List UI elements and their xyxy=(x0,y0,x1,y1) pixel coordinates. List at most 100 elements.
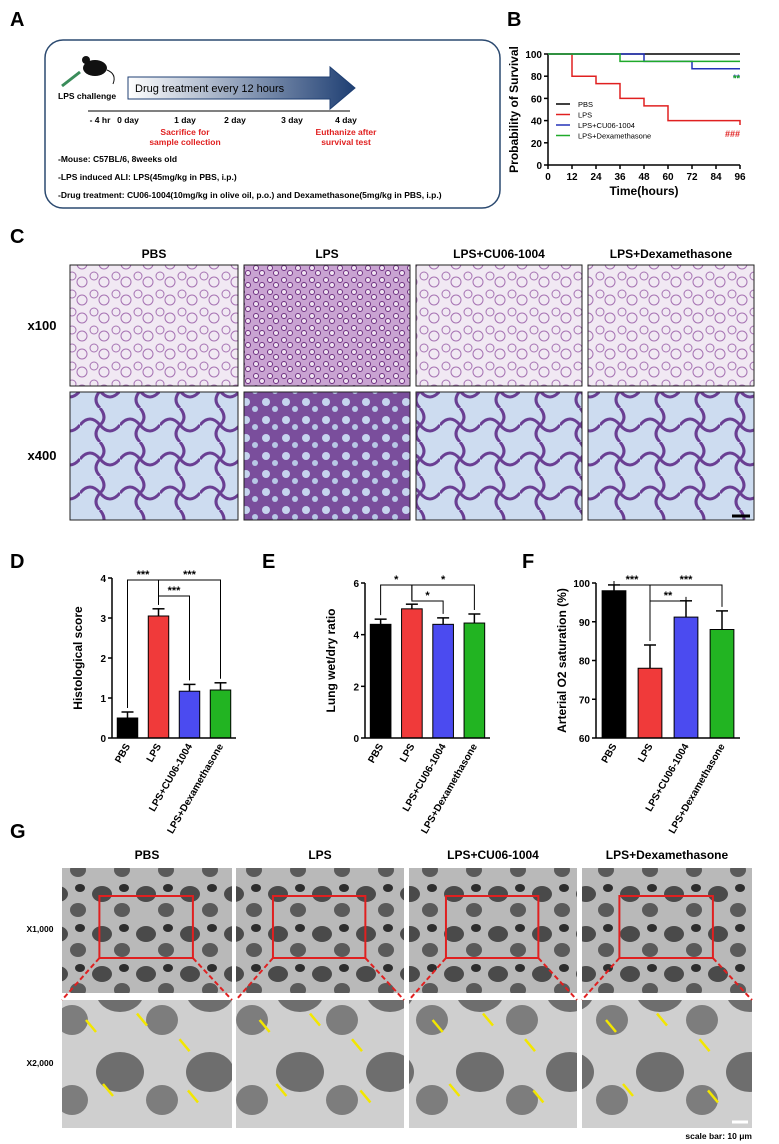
bar xyxy=(369,623,392,739)
note: -LPS induced ALI: LPS(45mg/kg in PBS, i.… xyxy=(58,172,237,182)
bar xyxy=(673,616,699,739)
zoom-line xyxy=(537,957,578,1001)
zoom-line xyxy=(408,957,447,1001)
arrow xyxy=(622,1083,634,1097)
row-label: x400 xyxy=(28,448,57,463)
y-tick-label: 4 xyxy=(353,631,359,642)
legend-label: LPS xyxy=(578,111,592,120)
x-tick-label: LPS xyxy=(145,742,164,765)
significance: *** xyxy=(137,569,151,581)
arrow xyxy=(85,1019,97,1033)
arrow xyxy=(431,1019,444,1033)
sem-image xyxy=(62,1000,232,1128)
histology-image xyxy=(243,264,411,387)
y-tick-label: 4 xyxy=(100,574,106,585)
arrow xyxy=(351,1038,363,1053)
sacrifice-label: sample collection xyxy=(149,137,220,147)
arrow xyxy=(102,1083,114,1097)
x-tick-label: LPS xyxy=(636,742,655,765)
x-axis-label: Time(hours) xyxy=(609,184,678,198)
sem-image xyxy=(409,1000,577,1128)
x-tick-label: 24 xyxy=(590,172,602,183)
y-axis-label: Probability of Survival xyxy=(507,46,521,173)
y-tick-label: 100 xyxy=(525,50,542,61)
note: -Drug treatment: CU06-1004(10mg/kg in ol… xyxy=(58,190,442,200)
timeline-label: 1 day xyxy=(174,115,196,125)
y-tick-label: 0 xyxy=(353,734,359,745)
group-header: LPS+Dexamethasone xyxy=(606,848,729,862)
group-header: LPS+Dexamethasone xyxy=(610,247,733,261)
panel-label: D xyxy=(10,551,24,573)
y-tick-label: 100 xyxy=(573,579,590,590)
timeline-label: 3 day xyxy=(281,115,303,125)
bar xyxy=(432,623,454,739)
y-tick-label: 70 xyxy=(579,695,591,706)
legend-label: LPS+Dexamethasone xyxy=(578,132,651,141)
sem-image xyxy=(236,1000,404,1128)
histology-image xyxy=(587,391,755,521)
arrow xyxy=(187,1089,199,1104)
sacrifice-label: Sacrifice for xyxy=(160,127,210,137)
arrow xyxy=(178,1038,191,1053)
zoom-line xyxy=(192,957,233,1001)
histology-image xyxy=(69,264,239,387)
group-header: LPS+CU06-1004 xyxy=(453,247,545,261)
sem-image xyxy=(409,868,577,993)
arrow xyxy=(275,1083,288,1097)
panel-label: C xyxy=(10,226,24,248)
zoom-line xyxy=(61,957,101,1001)
y-tick-label: 2 xyxy=(353,682,359,693)
x-tick-label: 36 xyxy=(614,172,626,183)
arrow xyxy=(482,1012,494,1027)
bar xyxy=(637,667,663,739)
bar xyxy=(463,622,486,739)
histology-image xyxy=(69,391,239,521)
significance: *** xyxy=(626,574,640,586)
schematic-frame xyxy=(44,39,501,209)
timeline-label: 2 day xyxy=(224,115,246,125)
zoom-line xyxy=(712,957,753,1001)
zoom-box xyxy=(618,895,714,959)
row-label: x100 xyxy=(28,318,57,333)
zoom-line xyxy=(581,957,621,1001)
x-tick-label: 72 xyxy=(686,172,698,183)
x-tick-label: 84 xyxy=(710,172,722,183)
arrow xyxy=(524,1038,536,1053)
panel-label: A xyxy=(10,9,24,31)
arrow xyxy=(136,1012,148,1027)
y-axis-label: Arterial O2 saturation (%) xyxy=(555,588,569,733)
arrow xyxy=(359,1089,372,1104)
arrow xyxy=(605,1019,617,1033)
arrow xyxy=(707,1089,719,1104)
bar xyxy=(709,629,735,739)
significance: ** xyxy=(733,73,741,83)
bar xyxy=(601,590,627,739)
panel-label: E xyxy=(262,551,275,573)
arrow xyxy=(448,1083,461,1097)
x-tick-label: 48 xyxy=(638,172,650,183)
zoom-box xyxy=(444,895,540,959)
sem-image xyxy=(62,868,232,993)
timeline-label: 0 day xyxy=(117,115,139,125)
bracket xyxy=(158,579,221,679)
histology-image xyxy=(243,391,411,521)
significance: *** xyxy=(168,585,182,597)
legend-label: LPS+CU06-1004 xyxy=(578,121,635,130)
y-tick-label: 0 xyxy=(100,734,106,745)
y-tick-label: 6 xyxy=(353,579,359,590)
x-tick-label: 0 xyxy=(545,172,551,183)
x-tick-label: PBS xyxy=(113,742,133,766)
panel-a: LPS challenge Drug treatment every 12 ho… xyxy=(44,39,501,209)
y-tick-label: 0 xyxy=(536,161,542,172)
histology-image xyxy=(415,391,583,521)
x-tick-label: 96 xyxy=(734,172,746,183)
y-tick-label: 90 xyxy=(579,618,591,629)
y-tick-label: 20 xyxy=(531,139,543,150)
note: -Mouse: C57BL/6, 8weeks old xyxy=(58,154,177,164)
bracket xyxy=(411,600,444,614)
x-tick-label: 60 xyxy=(662,172,674,183)
y-tick-label: 60 xyxy=(531,94,543,105)
euthanize-label: survival test xyxy=(321,137,371,147)
arrow xyxy=(656,1012,668,1027)
